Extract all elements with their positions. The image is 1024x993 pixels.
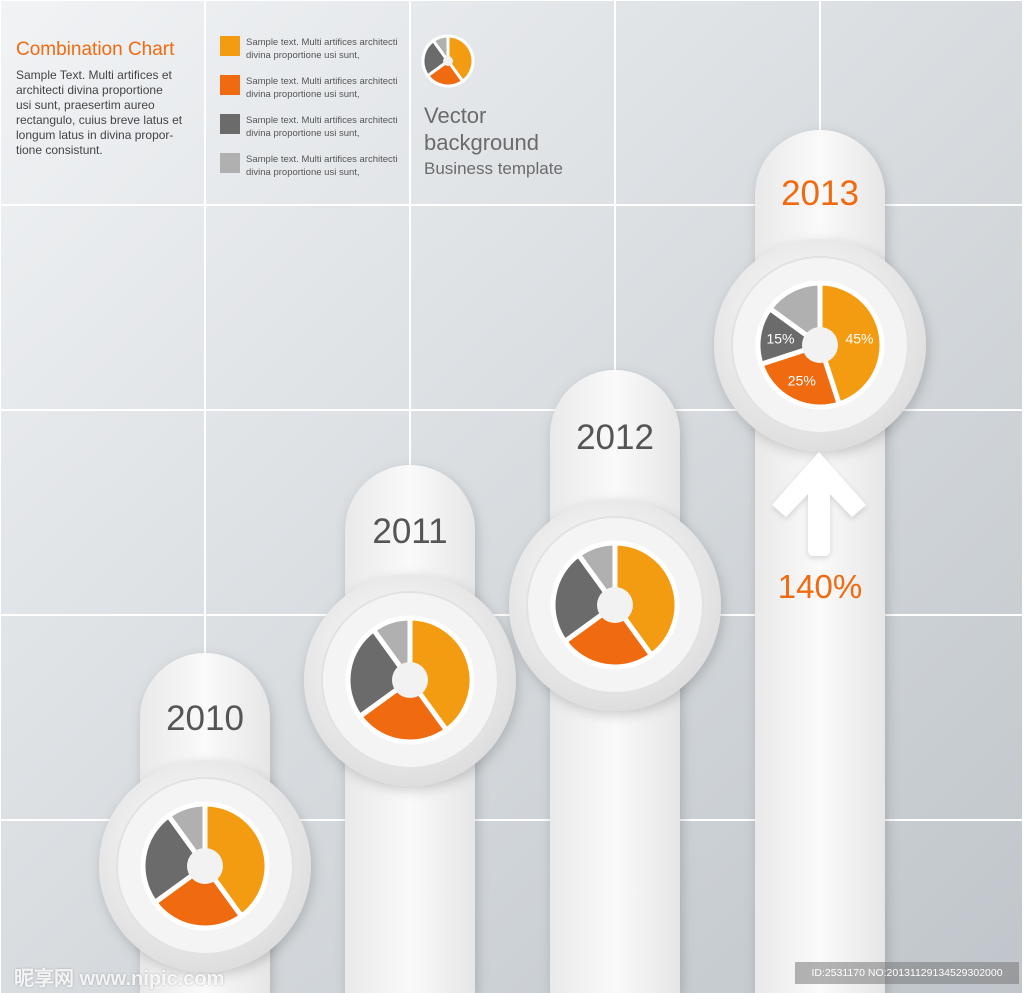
legend-swatch	[220, 75, 240, 95]
pie-center-hole	[443, 56, 453, 66]
legend-text-line1: Sample text. Multi artifices architecti	[246, 76, 398, 87]
watermark-brand: 昵享网 www.nipic.com	[14, 968, 225, 990]
pie-slice	[202, 801, 270, 919]
year-label: 2011	[372, 512, 447, 551]
pie-slice	[612, 540, 680, 658]
legend-text-line1: Sample text. Multi artifices architecti	[246, 37, 398, 48]
year-label: 2010	[166, 699, 244, 738]
legend-swatch	[220, 114, 240, 134]
growth-label: 140%	[778, 568, 862, 605]
pie-slice	[140, 813, 208, 905]
watermark-id: ID:2531170 NO:20131129134529302000	[795, 962, 1019, 984]
pie-slice	[152, 863, 244, 931]
pie-slice-label: 45%	[845, 331, 873, 347]
pie-slice	[446, 34, 475, 83]
year-column-2011: 2011	[304, 465, 516, 993]
pie-chart-2013: 45% 25% 15%	[755, 280, 885, 410]
pie-slice	[345, 627, 413, 719]
pie-slice-label: 25%	[788, 373, 816, 389]
year-column-2012: 2012	[509, 370, 721, 993]
arrow-up-icon	[772, 452, 866, 556]
pie-slice	[767, 280, 823, 348]
header-body-line: tione consistunt.	[16, 143, 103, 157]
pie-center-hole	[392, 662, 428, 698]
pie-center-hole	[187, 848, 223, 884]
header-body-line: usi sunt, praesertim aureo	[16, 98, 155, 112]
pie-chart-2011	[345, 615, 475, 745]
pie-slice	[550, 552, 618, 644]
pie-slice	[817, 280, 885, 407]
year-columns: 2010 2011 2012 2013 45% 25% 15%	[99, 130, 926, 993]
legend-text-line1: Sample text. Multi artifices architecti	[246, 154, 398, 165]
branding-line1: Vector	[424, 103, 486, 128]
year-label: 2013	[781, 174, 859, 213]
legend-text-line2: divina proportione usi sunt,	[246, 50, 360, 61]
pie-chart-2012	[550, 540, 680, 670]
legend-text-line1: Sample text. Multi artifices architecti	[246, 115, 398, 126]
year-column-2010: 2010	[99, 653, 311, 993]
header-body-text: Sample Text. Multi artifices etarchitect…	[16, 68, 183, 157]
year-label: 2012	[576, 418, 654, 457]
header-body-line: Sample Text. Multi artifices et	[16, 68, 173, 82]
header-body-line: longum latus in divina propor-	[16, 128, 173, 142]
pie-center-hole	[802, 327, 838, 363]
header-body-line: rectangulo, cuius breve latus et	[16, 113, 183, 127]
pie-center-hole	[597, 587, 633, 623]
pie-slice	[357, 677, 449, 745]
branding-line3: Business template	[424, 159, 563, 178]
legend-swatch	[220, 36, 240, 56]
legend-text-line2: divina proportione usi sunt,	[246, 89, 360, 100]
legend-text-line2: divina proportione usi sunt,	[246, 167, 360, 178]
legend: Sample text. Multi artifices architecti d…	[220, 36, 398, 178]
legend-text-line2: divina proportione usi sunt,	[246, 128, 360, 139]
pie-slice	[562, 602, 654, 670]
year-column-2013: 2013 45% 25% 15%	[714, 130, 926, 993]
pie-slice-label: 15%	[766, 331, 794, 347]
branding-line2: background	[424, 130, 539, 155]
pie-chart-2010	[140, 801, 270, 931]
mini-pie-icon	[421, 34, 475, 88]
legend-swatch	[220, 153, 240, 173]
header-body-line: architecti divina proportione	[16, 83, 163, 97]
pie-slice	[431, 34, 450, 63]
pie-slice	[407, 615, 475, 733]
chart-title: Combination Chart	[16, 39, 175, 60]
